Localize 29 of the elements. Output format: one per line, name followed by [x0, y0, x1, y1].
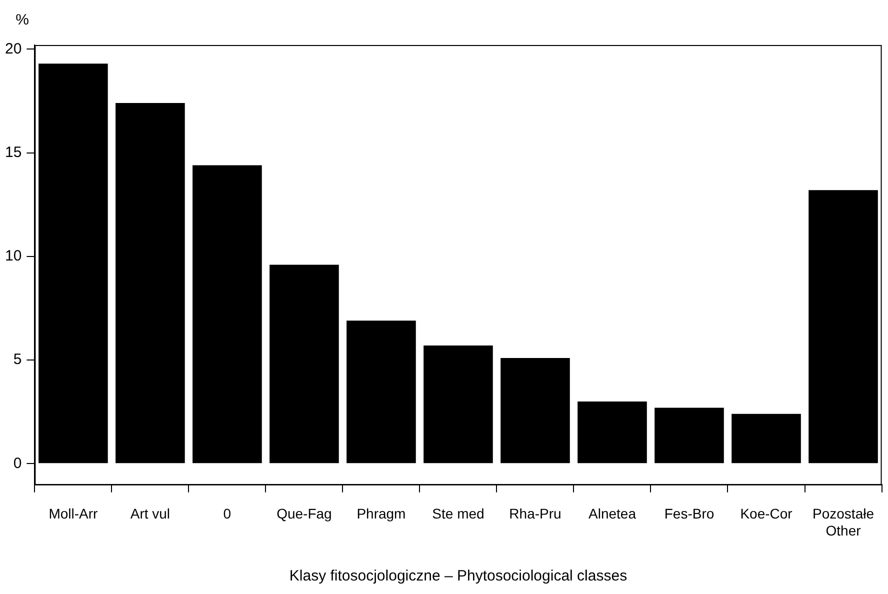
y-tick-label: 0 [13, 454, 22, 472]
bar [732, 414, 801, 464]
y-tick-label: 5 [13, 351, 22, 368]
bar [116, 103, 185, 464]
x-axis-title: Klasy fitosocjologiczne – Phytosociological classes [289, 568, 628, 585]
y-tick-label: 15 [4, 144, 22, 161]
bar [500, 358, 570, 464]
x-tick-label: Koe-Cor [740, 506, 793, 522]
x-tick-label: Art vul [130, 506, 170, 522]
x-tick-label: Que-Fag [276, 506, 332, 522]
x-tick-label: 0 [223, 506, 232, 522]
x-tick-label: Ste med [432, 506, 484, 522]
x-tick-label: Fes-Bro [664, 506, 714, 522]
bar [38, 64, 108, 464]
bar [654, 408, 724, 464]
bar [346, 320, 416, 464]
bar [578, 401, 647, 464]
x-tick-label: Moll-Arr [48, 506, 98, 522]
x-tick-label: Phragm [356, 506, 406, 522]
y-tick-label: 10 [4, 248, 22, 265]
bar [424, 346, 493, 464]
y-tick-label: 20 [4, 40, 22, 58]
y-axis-title: % [16, 12, 30, 29]
x-tick-label: Alnetea [588, 506, 636, 522]
bar [808, 190, 878, 464]
x-tick-label: Rha-Pru [509, 506, 562, 522]
x-tick-label: Pozostałe Other [812, 506, 874, 538]
bar [192, 165, 262, 464]
bar [270, 264, 339, 464]
